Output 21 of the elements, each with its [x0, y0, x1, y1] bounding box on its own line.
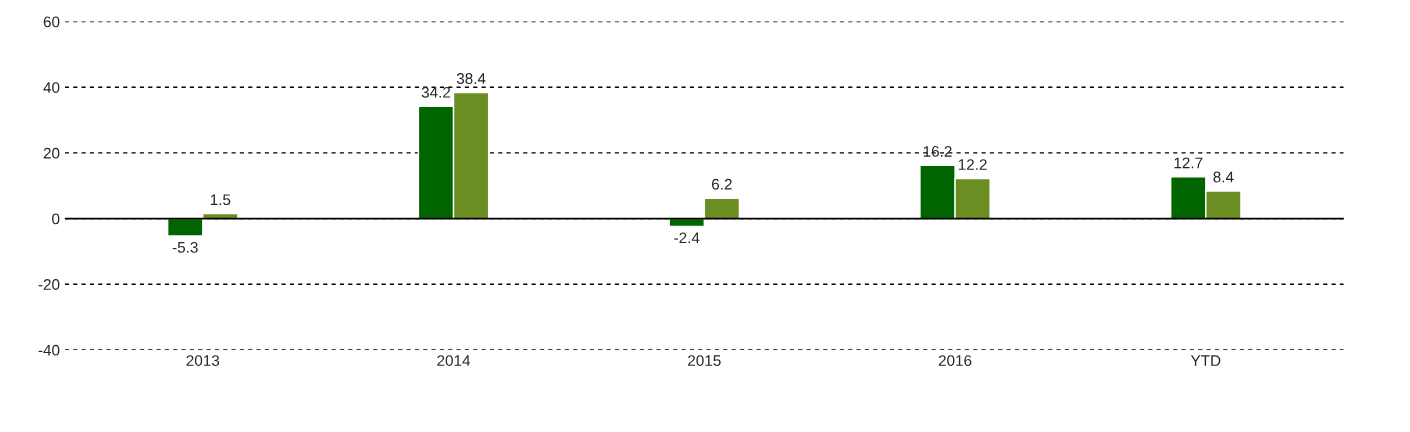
- data-label: 16.2: [923, 146, 952, 157]
- data-label: 12.7: [1174, 157, 1203, 169]
- data-label: 38.4: [456, 73, 486, 84]
- x-tick-label: 2015: [688, 355, 721, 366]
- x-tick-label: 2016: [938, 355, 972, 366]
- data-label: 8.4: [1213, 171, 1234, 183]
- x-tick-label: 2013: [186, 355, 220, 366]
- y-tick-label: 20: [43, 147, 60, 159]
- data-label: -5.3: [172, 241, 198, 253]
- data-label: 12.2: [958, 159, 987, 170]
- x-tick-label: YTD: [1190, 355, 1221, 366]
- data-label: 6.2: [712, 178, 732, 190]
- data-label: 1.5: [210, 194, 231, 206]
- y-tick-label: 40: [43, 82, 60, 93]
- y-tick-label: 0: [52, 213, 60, 225]
- data-label: 34.2: [421, 86, 451, 98]
- y-tick-label: -40: [38, 344, 60, 356]
- data-label: -2.4: [674, 232, 700, 244]
- y-tick-label: -20: [38, 279, 60, 290]
- y-tick-label: 60: [43, 16, 60, 28]
- x-tick-label: 2014: [437, 355, 471, 366]
